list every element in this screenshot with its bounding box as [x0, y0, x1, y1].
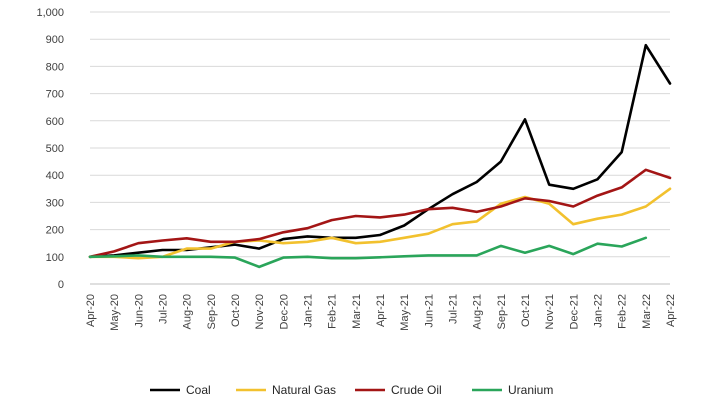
y-tick-label: 700	[46, 89, 64, 101]
x-tick-label: Jan-21	[303, 294, 315, 328]
x-tick-label: Oct-21	[520, 294, 532, 327]
y-tick-label: 300	[46, 197, 64, 209]
x-tick-label: Mar-22	[641, 294, 653, 329]
x-tick-label: May-21	[399, 294, 411, 331]
y-tick-label: 900	[46, 34, 64, 46]
x-tick-label: Sep-20	[206, 294, 218, 329]
legend-label-coal: Coal	[186, 383, 211, 397]
legend-label-crude-oil: Crude Oil	[391, 383, 442, 397]
legend-label-natural-gas: Natural Gas	[272, 383, 336, 397]
x-tick-label: Jul-20	[158, 294, 170, 324]
x-tick-label: Dec-20	[278, 294, 290, 329]
series-line-coal	[88, 43, 672, 259]
x-tick-label: May-20	[109, 294, 121, 331]
series-lines	[88, 43, 672, 269]
series-line-natural-gas	[88, 187, 672, 260]
series-line-crude-oil	[88, 168, 672, 259]
x-tick-label: Jun-20	[133, 294, 145, 328]
y-tick-label: 0	[58, 279, 64, 291]
x-tick-label: Aug-21	[472, 294, 484, 329]
x-tick-label: Apr-22	[665, 294, 677, 327]
x-tick-label: Jul-21	[448, 294, 460, 324]
x-tick-label: Feb-21	[327, 294, 339, 329]
legend-label-uranium: Uranium	[508, 383, 553, 397]
x-tick-label: Apr-20	[85, 294, 97, 327]
x-tick-label: Jun-21	[423, 294, 435, 328]
y-tick-label: 1,000	[36, 7, 64, 19]
y-tick-label: 200	[46, 225, 64, 237]
x-tick-label: Nov-21	[544, 294, 556, 329]
x-tick-label: Dec-21	[568, 294, 580, 329]
x-tick-label: Apr-21	[375, 294, 387, 327]
legend: Coal Natural Gas Crude Oil Uranium	[150, 383, 553, 397]
x-tick-label: Nov-20	[254, 294, 266, 329]
x-tick-label: Aug-20	[182, 294, 194, 329]
y-tick-label: 500	[46, 143, 64, 155]
x-axis-tick-labels: Apr-20 May-20 Jun-20 Jul-20 Aug-20 Sep-20 Oct-…	[85, 294, 677, 331]
series-line-uranium	[88, 236, 648, 269]
x-tick-label: Oct-20	[230, 294, 242, 327]
x-tick-label: Mar-21	[351, 294, 363, 329]
x-tick-label: Sep-21	[496, 294, 508, 329]
y-tick-label: 400	[46, 170, 64, 182]
x-tick-label: Jan-22	[593, 294, 605, 328]
gridlines	[90, 11, 670, 285]
y-axis-tick-labels: 0 100 200 300 400 500 600 700 800 900 1,000	[36, 7, 64, 291]
y-tick-label: 600	[46, 116, 64, 128]
x-tick-label: Feb-22	[617, 294, 629, 329]
y-tick-label: 100	[46, 252, 64, 264]
y-tick-label: 800	[46, 61, 64, 73]
